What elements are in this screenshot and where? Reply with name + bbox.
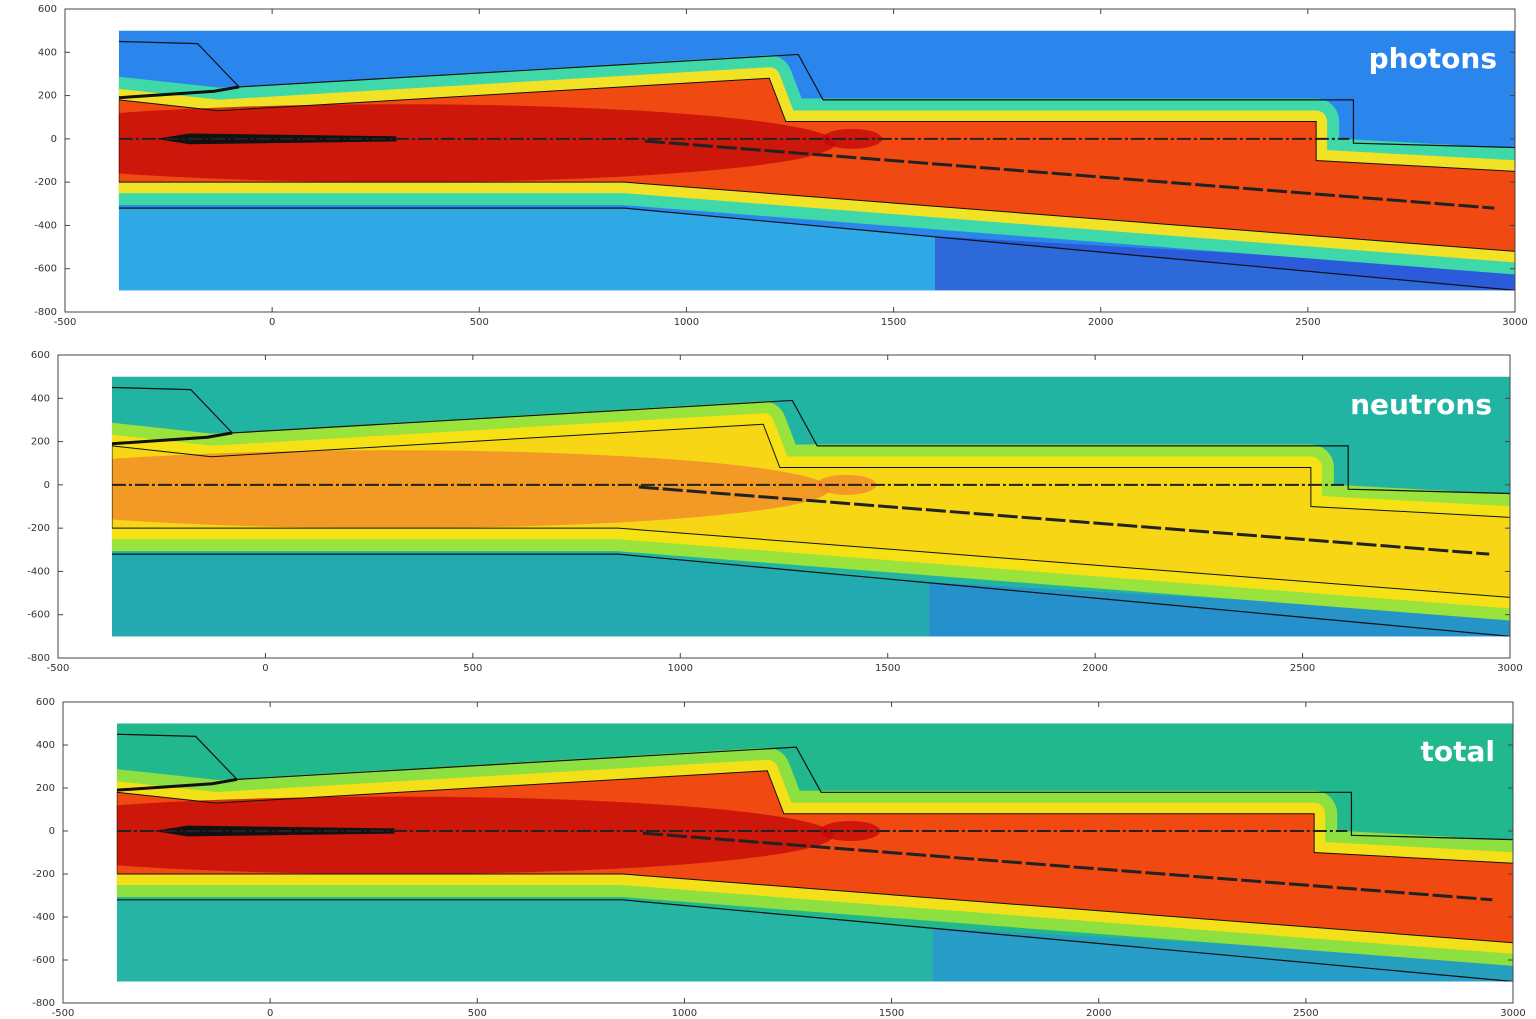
x-tick-label: 1000 (668, 663, 693, 674)
x-tick-label: 3000 (1497, 663, 1522, 674)
x-tick-label: 1000 (674, 317, 699, 328)
heat-field (0, 377, 1510, 658)
y-tick-label: -200 (34, 177, 57, 188)
y-tick-label: -800 (34, 307, 57, 318)
y-tick-label: 0 (51, 134, 57, 145)
x-tick-label: -500 (47, 663, 70, 674)
y-tick-label: -200 (27, 523, 50, 534)
x-tick-label: 0 (267, 1008, 273, 1019)
x-tick-label: 500 (470, 317, 489, 328)
x-tick-label: 2000 (1088, 317, 1113, 328)
panel-label: total (1421, 735, 1496, 768)
x-tick-label: -500 (52, 1008, 75, 1019)
y-tick-label: -400 (34, 220, 57, 231)
x-tick-label: 2500 (1290, 663, 1315, 674)
x-tick-label: 2000 (1086, 1008, 1111, 1019)
x-tick-label: 1000 (672, 1008, 697, 1019)
y-tick-label: 400 (38, 47, 57, 58)
y-tick-label: -400 (32, 912, 55, 923)
y-tick-label: 200 (36, 783, 55, 794)
y-tick-label: 200 (38, 91, 57, 102)
y-tick-label: -600 (34, 264, 57, 275)
x-tick-label: -500 (54, 317, 77, 328)
y-tick-label: 600 (31, 350, 50, 361)
x-tick-label: 2000 (1082, 663, 1107, 674)
x-tick-label: 1500 (875, 663, 900, 674)
x-tick-label: 2500 (1295, 317, 1320, 328)
heat-field (0, 724, 1513, 1004)
y-tick-label: 600 (38, 4, 57, 15)
y-tick-label: -800 (32, 998, 55, 1009)
figure: -500050010001500200025003000-800-600-400… (0, 0, 1536, 1019)
x-tick-label: 2500 (1293, 1008, 1318, 1019)
y-tick-label: 400 (36, 740, 55, 751)
y-tick-label: 0 (44, 480, 50, 491)
panel-label: photons (1369, 42, 1497, 75)
x-tick-label: 0 (262, 663, 268, 674)
x-tick-label: 500 (463, 663, 482, 674)
x-tick-label: 1500 (881, 317, 906, 328)
y-tick-label: -600 (27, 610, 50, 621)
y-tick-label: -800 (27, 653, 50, 664)
y-tick-label: 200 (31, 437, 50, 448)
heat-field (0, 31, 1515, 312)
y-tick-label: -400 (27, 566, 50, 577)
x-tick-label: 3000 (1502, 317, 1527, 328)
y-tick-label: 0 (49, 826, 55, 837)
x-tick-label: 1500 (879, 1008, 904, 1019)
y-tick-label: 400 (31, 393, 50, 404)
x-tick-label: 500 (468, 1008, 487, 1019)
page: {"chart_data": [ {"type": "heatmap", "an… (0, 0, 1536, 1019)
y-tick-label: 600 (36, 697, 55, 708)
panel-label: neutrons (1350, 388, 1492, 421)
y-tick-label: -200 (32, 869, 55, 880)
x-tick-label: 0 (269, 317, 275, 328)
y-tick-label: -600 (32, 955, 55, 966)
x-tick-label: 3000 (1500, 1008, 1525, 1019)
